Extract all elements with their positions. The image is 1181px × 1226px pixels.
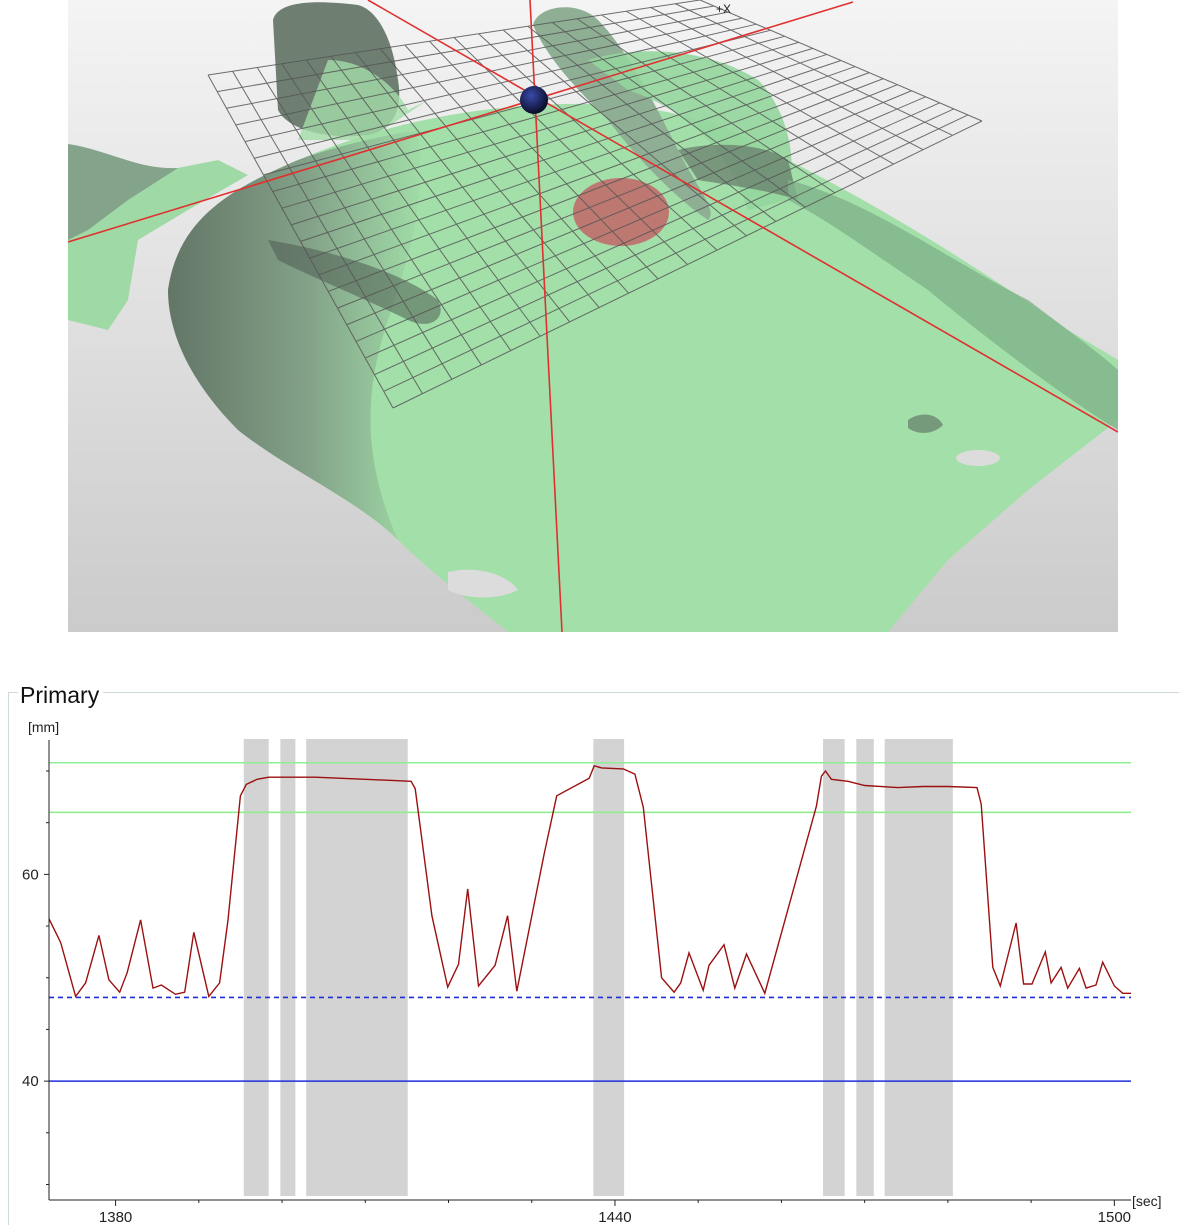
shaded-interval-3 [306,739,408,1196]
origin-sphere[interactable] [520,86,548,114]
surface-render: +X [68,0,1118,632]
shaded-interval-5 [823,739,845,1196]
x-axis-label: [sec] [1132,1193,1162,1209]
x-tick-label-1380: 1380 [99,1209,132,1226]
shaded-intervals [243,739,953,1196]
shaded-interval-1 [243,739,269,1196]
axis-label-x: +X [716,2,731,16]
reference-lines [49,761,1131,1082]
target-spot [573,178,669,246]
surface-lobe-right [533,7,711,221]
shaded-interval-6 [856,739,874,1196]
primary-panel [8,692,1179,1225]
x-tick-label-1500: 1500 [1098,1209,1131,1226]
grid-plane [207,0,983,409]
series-line [48,764,1131,998]
x-tick-label-1440: 1440 [598,1209,631,1226]
chart-axes [48,740,1131,1201]
panel-title: Primary [18,681,104,709]
tick-marks: 1380 1440 1500 40 60 [22,770,1131,1226]
y-tick-label-40: 40 [22,1073,39,1090]
primary-chart: 1380 1440 1500 40 60 [mm] [sec] [22,719,1162,1226]
y-tick-label-60: 60 [22,866,39,883]
y-axis-label: [mm] [28,719,59,735]
shaded-interval-7 [884,739,953,1196]
shaded-interval-2 [280,739,296,1196]
shaded-interval-4 [593,739,625,1196]
3d-surface-viewport[interactable]: +X [68,0,1118,632]
